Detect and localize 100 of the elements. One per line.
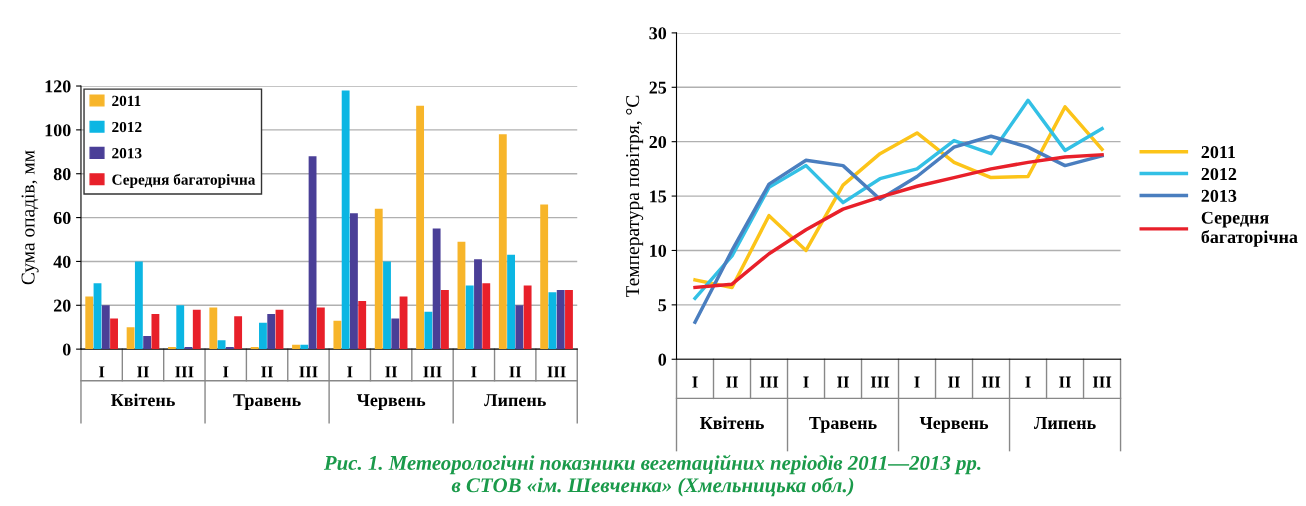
x-tick-label: II [137, 366, 149, 378]
x-tick-label: I [914, 376, 920, 388]
bar [565, 289, 573, 350]
bar [498, 134, 507, 350]
x-tick-label: I [803, 376, 809, 388]
bar [209, 307, 218, 350]
bar [250, 346, 259, 350]
y-tick-label: 0 [658, 353, 667, 366]
bar [350, 213, 358, 350]
text: Рис. 1. Метеорологічні показники вегетаційних періодів 2011—2013 рр. в СТОВ «ім. Шевченка» (Хмельницька обл.) [323, 454, 981, 497]
bar [151, 314, 160, 350]
x-tick-label: III [759, 376, 779, 388]
x-tick-label: I [223, 366, 229, 378]
x-tick-label: III [981, 376, 1001, 388]
x-tick-label: I [98, 366, 105, 378]
y-tick-label: 20 [53, 299, 71, 312]
bar [540, 204, 549, 350]
bar [358, 300, 367, 350]
legend-label: 2012 [1201, 167, 1237, 181]
bar [110, 318, 118, 350]
x-tick-label: III [547, 366, 566, 378]
bar [192, 309, 201, 350]
y-tick-label: 15 [650, 190, 667, 203]
bar [482, 283, 491, 350]
bar [465, 285, 474, 350]
y-tick-label: 5 [658, 299, 667, 312]
bar [259, 322, 267, 350]
bar [333, 320, 342, 350]
x-tick-label: I [347, 366, 353, 378]
x-tick-label: II [837, 376, 849, 388]
bar [391, 318, 400, 350]
bar [432, 228, 441, 350]
legend-label: 2013 [1201, 189, 1237, 202]
bar [234, 316, 243, 350]
x-tick-label: I [471, 366, 477, 378]
y-axis-title: Температура повітря, °С [626, 95, 644, 298]
bar [341, 90, 350, 350]
bar [556, 289, 565, 350]
legend-label: 2011 [1201, 145, 1236, 159]
legend-label: 2011 [112, 95, 141, 107]
y-tick-label: 25 [649, 81, 667, 94]
y-tick-label: 40 [53, 255, 71, 268]
x-tick-label: III [423, 366, 442, 378]
line-series [693, 134, 1104, 325]
y-tick-label: 30 [649, 27, 667, 40]
bar [424, 311, 433, 350]
bar [134, 261, 143, 350]
bar [515, 305, 524, 350]
bar [168, 346, 176, 350]
legend-label: Середня багаторічна [1201, 211, 1298, 247]
x-tick-label: II [726, 376, 738, 388]
y-tick-label: 100 [45, 124, 71, 137]
legend-label: 2013 [112, 148, 142, 159]
x-tick-label: III [299, 366, 318, 378]
x-tick-label: III [1092, 376, 1112, 388]
text: Липень [1033, 417, 1096, 430]
bar [523, 285, 532, 350]
bar [300, 344, 309, 350]
bar [374, 208, 383, 350]
x-tick-label: II [509, 366, 522, 378]
x-tick-label: II [948, 376, 960, 388]
x-tick-label: II [385, 366, 398, 378]
bar [440, 289, 449, 350]
x-tick-label: III [870, 376, 890, 388]
text: Червень [356, 394, 426, 410]
bar [507, 254, 516, 350]
legend-label: Середня багаторічна [112, 173, 256, 188]
text: Травень [233, 394, 301, 410]
bar [176, 305, 185, 350]
x-tick-label: II [1059, 376, 1071, 388]
bar [474, 259, 482, 350]
x-tick-label: II [261, 366, 273, 378]
bar [416, 105, 425, 350]
x-tick-label: I [1025, 376, 1031, 388]
bar [143, 335, 152, 350]
y-tick-label: 60 [53, 211, 71, 225]
text: Червень [919, 417, 989, 433]
bar [217, 340, 226, 350]
bar [316, 307, 325, 350]
y-axis-title: Сума опадів, мм [21, 150, 39, 285]
line-series [693, 152, 1104, 290]
x-tick-label: III [175, 366, 194, 378]
y-tick-label: 120 [45, 80, 71, 93]
bar [225, 346, 234, 350]
bar [383, 261, 391, 350]
y-tick-label: 80 [53, 167, 71, 181]
legend-label: 2012 [112, 121, 142, 133]
y-tick-label: 20 [649, 135, 667, 149]
bar [101, 305, 110, 350]
text: Квітень [699, 416, 764, 430]
bar [126, 327, 135, 350]
text: Липень [484, 394, 546, 407]
x-tick-label: I [692, 376, 698, 388]
bar [267, 314, 276, 350]
y-tick-label: 10 [650, 244, 667, 257]
text: Квітень [110, 393, 175, 407]
text: Травень [809, 417, 877, 433]
bar [292, 344, 300, 350]
bar [85, 296, 94, 350]
y-tick-label: 0 [62, 343, 71, 356]
